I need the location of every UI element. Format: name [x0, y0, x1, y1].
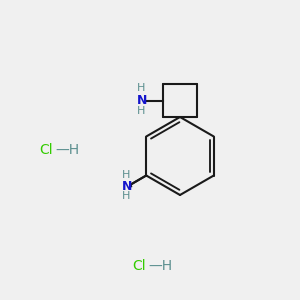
Text: H: H [137, 106, 145, 116]
Text: H: H [122, 170, 130, 180]
Text: —H: —H [56, 143, 80, 157]
Text: H: H [122, 191, 130, 201]
Text: —H: —H [148, 259, 172, 272]
Text: Cl: Cl [39, 143, 52, 157]
Text: N: N [122, 180, 133, 193]
Text: N: N [137, 94, 148, 107]
Text: Cl: Cl [132, 259, 146, 272]
Text: H: H [137, 83, 145, 94]
